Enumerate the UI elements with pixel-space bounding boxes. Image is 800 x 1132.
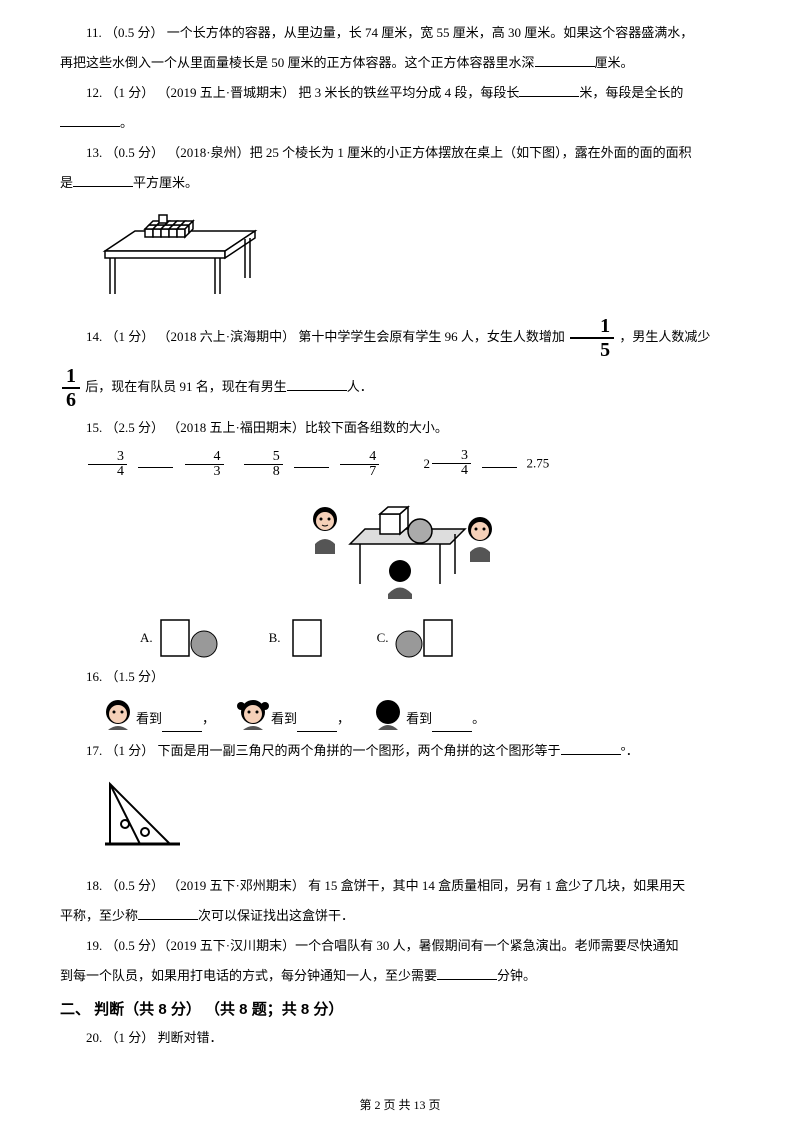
q15-line1: 15. （2.5 分） （2018 五上·福田期末）比较下面各组数的大小。	[60, 415, 740, 441]
q12-text3: 。	[120, 115, 133, 130]
frac-den: 6	[62, 389, 80, 411]
q16-options: A. B. C.	[140, 618, 740, 658]
q17-text2: °．	[621, 743, 639, 758]
q17-line1: 17. （1 分） 下面是用一副三角尺的两个角拼的一个图形，两个角拼的这个图形等…	[60, 738, 740, 764]
page-footer: 第 2 页 共 13 页	[0, 1093, 800, 1117]
q18-line2: 平称，至少称 次可以保证找出这盒饼干．	[60, 903, 740, 929]
opt-c-figure	[394, 618, 454, 658]
opt-a-figure	[159, 618, 219, 658]
q11-line2: 再把这些水倒入一个从里面量棱长是 50 厘米的正方体容器。这个正方体容器里水深 厘…	[60, 50, 740, 76]
q19-line2: 到每一个队员，如果用打电话的方式，每分钟通知一人，至少需要 分钟。	[60, 963, 740, 989]
q15-decimal: 2.75	[527, 456, 550, 471]
q20-line1: 20. （1 分） 判断对错．	[60, 1025, 740, 1051]
q18-text3: 次可以保证找出这盒饼干．	[198, 908, 354, 923]
q17-text1: 17. （1 分） 下面是用一副三角尺的两个角拼的一个图形，两个角拼的这个图形等…	[86, 743, 561, 758]
q13-text3: 平方厘米。	[133, 175, 198, 190]
q13-text2: 是	[60, 175, 73, 190]
q14-text3: 后，现在有队员 91 名，现在有男生	[85, 379, 287, 394]
q15-blank2[interactable]	[294, 455, 329, 468]
q15-f1: 34	[88, 450, 127, 479]
q16-heads: 看到 ， 看到 ， 看到 。	[100, 696, 740, 732]
q14-frac2: 1 6	[62, 365, 80, 411]
q19-text3: 分钟。	[497, 968, 536, 983]
q12-blank2[interactable]	[60, 114, 120, 127]
head1: 看到 ，	[100, 696, 215, 732]
period: 。	[472, 706, 485, 732]
q14-text4: 人．	[347, 379, 373, 394]
comma1: ，	[202, 706, 215, 732]
q19-blank[interactable]	[437, 967, 497, 980]
q12-line2: 。	[60, 110, 740, 136]
q17-triangle-figure	[100, 774, 740, 863]
opt-a-label: A.	[140, 625, 153, 651]
q13-blank[interactable]	[73, 174, 133, 187]
frac-num: 1	[62, 365, 80, 389]
q14-blank[interactable]	[287, 378, 347, 391]
frac-den: 5	[570, 339, 614, 361]
q12-blank1[interactable]	[519, 84, 579, 97]
q15-blank1[interactable]	[138, 455, 173, 468]
opt-c-label: C.	[377, 625, 389, 651]
q15-f4: 47	[340, 450, 379, 479]
q12-text2: 米，每段是全长的	[579, 85, 683, 100]
q16-scene-figure	[60, 489, 740, 608]
frac-num: 1	[570, 315, 614, 339]
q13-line2: 是 平方厘米。	[60, 170, 740, 196]
q12-line1: 12. （1 分） （2019 五上·晋城期末） 把 3 米长的铁丝平均分成 4…	[60, 80, 740, 106]
q14-line2: 1 6 后，现在有队员 91 名，现在有男生 人．	[60, 365, 740, 411]
table-cubes-figure	[100, 206, 740, 305]
comma2: ，	[337, 706, 350, 732]
q11-blank[interactable]	[535, 54, 595, 67]
head2: 看到 ，	[235, 696, 350, 732]
q18-blank[interactable]	[138, 907, 198, 920]
head3: 看到 。	[370, 696, 485, 732]
q19-text2: 到每一个队员，如果用打电话的方式，每分钟通知一人，至少需要	[60, 968, 437, 983]
q16-blank1[interactable]	[162, 719, 202, 732]
q16-line1: 16. （1.5 分）	[60, 664, 740, 690]
opt-b-label: B.	[269, 625, 281, 651]
q12-text1: 12. （1 分） （2019 五上·晋城期末） 把 3 米长的铁丝平均分成 4…	[86, 85, 519, 100]
q14-text1: 14. （1 分） （2018 六上·滨海期中） 第十中学学生会原有学生 96 …	[86, 329, 568, 344]
q14-frac1: 1 5	[570, 315, 614, 361]
q11-text3: 厘米。	[595, 55, 634, 70]
q11-text2: 再把这些水倒入一个从里面量棱长是 50 厘米的正方体容器。这个正方体容器里水深	[60, 55, 535, 70]
q15-blank3[interactable]	[482, 455, 517, 468]
q18-line1: 18. （0.5 分） （2019 五下·邓州期末） 有 15 盒饼干，其中 1…	[60, 873, 740, 899]
q16-blank3[interactable]	[432, 719, 472, 732]
opt-b-figure	[287, 618, 327, 658]
q14-text2: ，男生人数减少	[619, 329, 710, 344]
section2-header: 二、 判断（共 8 分） （共 8 题；共 8 分）	[60, 995, 740, 1025]
q11-line1: 11. （0.5 分） 一个长方体的容器，从里边量，长 74 厘米，宽 55 厘…	[60, 20, 740, 46]
option-c: C.	[377, 618, 455, 658]
see2: 看到	[271, 706, 297, 732]
q17-blank[interactable]	[561, 742, 621, 755]
option-a: A.	[140, 618, 219, 658]
q16-blank2[interactable]	[297, 719, 337, 732]
q15-mixed: 2 34	[398, 449, 474, 478]
q14-line1: 14. （1 分） （2018 六上·滨海期中） 第十中学学生会原有学生 96 …	[60, 315, 740, 361]
q13-line1: 13. （0.5 分） （2018·泉州）把 25 个棱长为 1 厘米的小正方体…	[60, 140, 740, 166]
q15-f2: 43	[185, 450, 224, 479]
q19-line1: 19. （0.5 分）（2019 五下·汉川期末）一个合唱队有 30 人，暑假期…	[60, 933, 740, 959]
see3: 看到	[406, 706, 432, 732]
q15-compare: 34 43 58 47 2 34 2.75	[60, 449, 740, 479]
q18-text2: 平称，至少称	[60, 908, 138, 923]
see1: 看到	[136, 706, 162, 732]
option-b: B.	[269, 618, 327, 658]
q15-f3: 58	[244, 450, 283, 479]
